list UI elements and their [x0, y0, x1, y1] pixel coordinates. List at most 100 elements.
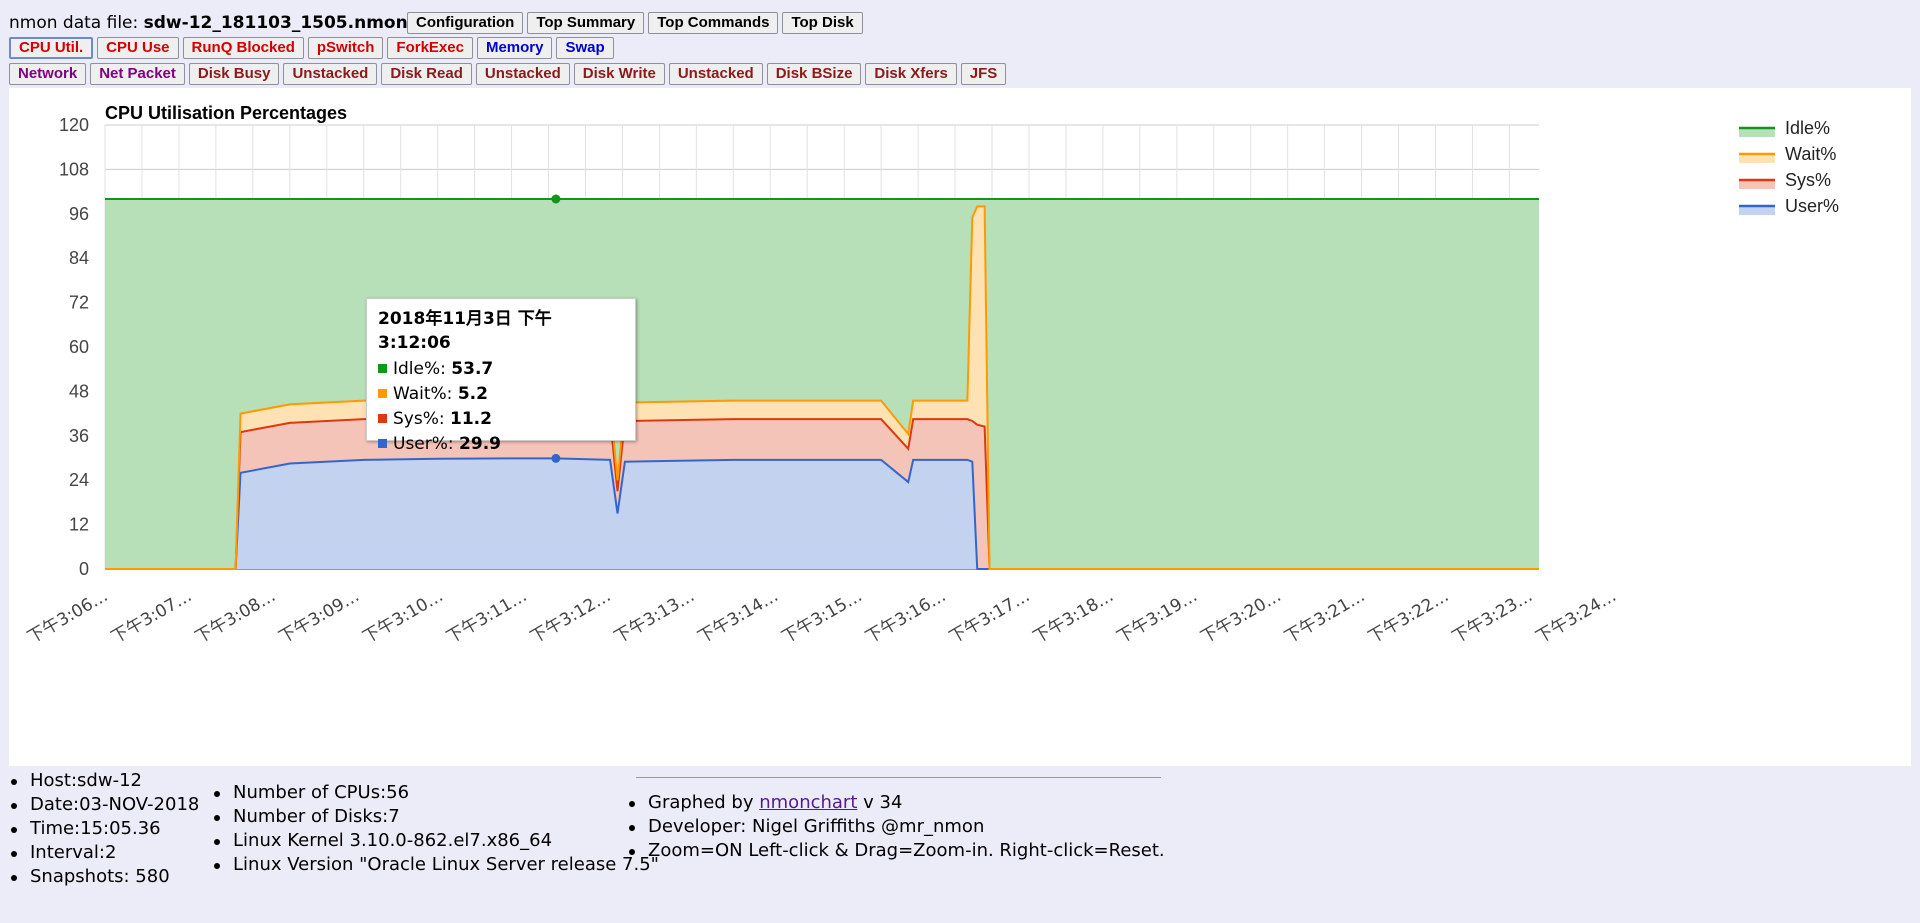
- info-item: Host:sdw-12: [9, 769, 199, 793]
- io-jfs-button[interactable]: JFS: [961, 63, 1007, 85]
- nmonchart-link[interactable]: nmonchart: [759, 792, 857, 813]
- x-tick-label: 下午3:12…: [527, 586, 614, 648]
- cpu-cpu-use-button[interactable]: CPU Use: [97, 37, 178, 59]
- config-top-disk-button[interactable]: Top Disk: [782, 12, 862, 34]
- y-tick-label: 12: [69, 515, 89, 535]
- tooltip-value: 11.2: [450, 409, 492, 429]
- cpu-swap-button[interactable]: Swap: [556, 37, 613, 59]
- x-tick-label: 下午3:09…: [276, 586, 363, 648]
- io-disk-xfers-button[interactable]: Disk Xfers: [865, 63, 956, 85]
- y-tick-label: 108: [59, 159, 89, 179]
- tooltip-row: Sys%: 11.2: [378, 407, 624, 432]
- cpu-forkexec-button[interactable]: ForkExec: [387, 37, 473, 59]
- io-network-button[interactable]: Network: [9, 63, 86, 85]
- button-row-io: Network Net Packet Disk Busy Unstacked Disk …: [9, 63, 1010, 87]
- y-axis: 0 12 24 36 48 60 72 84 96 108 120: [59, 115, 89, 579]
- config-top-commands-button[interactable]: Top Commands: [648, 12, 778, 34]
- chart-canvas[interactable]: CPU Utilisation Percentages 0 12 24 36 48 60 7…: [9, 88, 1911, 766]
- config-configuration-button[interactable]: Configuration: [407, 12, 523, 34]
- legend-swatch: [1739, 154, 1775, 163]
- chart-legend[interactable]: Idle% Wait% Sys% User%: [1739, 118, 1839, 216]
- cpu-chart[interactable]: CPU Utilisation Percentages 0 12 24 36 48 60 7…: [9, 88, 1911, 766]
- tooltip-label: User%:: [393, 434, 459, 454]
- file-name: sdw-12_181103_1505.nmon: [144, 13, 408, 33]
- credits-list: Graphed by nmonchart v 34 Developer: Nig…: [627, 791, 1165, 863]
- x-tick-label: 下午3:07…: [108, 586, 195, 648]
- tooltip-label: Wait%:: [393, 384, 458, 404]
- legend-item-idle[interactable]: Idle%: [1739, 118, 1830, 138]
- config-top-summary-button[interactable]: Top Summary: [527, 12, 644, 34]
- file-header: nmon data file: sdw-12_181103_1505.nmon: [9, 10, 408, 36]
- y-tick-label: 60: [69, 337, 89, 357]
- x-tick-label: 下午3:16…: [862, 586, 949, 648]
- legend-swatch: [1739, 128, 1775, 137]
- io-unstacked-button[interactable]: Unstacked: [283, 63, 377, 85]
- hover-point: [551, 195, 560, 204]
- tooltip-label: Sys%:: [393, 409, 450, 429]
- developer: Developer: Nigel Griffiths @mr_nmon: [627, 815, 1165, 839]
- x-tick-label: 下午3:20…: [1197, 586, 1284, 648]
- legend-label: Wait%: [1785, 144, 1836, 164]
- io-unstacked-button[interactable]: Unstacked: [476, 63, 570, 85]
- legend-label: Sys%: [1785, 170, 1831, 190]
- cpu-memory-button[interactable]: Memory: [477, 37, 553, 59]
- tooltip-row: Wait%: 5.2: [378, 382, 624, 407]
- io-disk-write-button[interactable]: Disk Write: [574, 63, 665, 85]
- info-item: Time:15:05.36: [9, 817, 199, 841]
- x-tick-label: 下午3:17…: [946, 586, 1033, 648]
- zoom-hint: Zoom=ON Left-click & Drag=Zoom-in. Right…: [627, 839, 1165, 863]
- info-item: Linux Kernel 3.10.0-862.el7.x86_64: [212, 829, 659, 853]
- x-tick-label: 下午3:22…: [1365, 586, 1452, 648]
- io-unstacked-button[interactable]: Unstacked: [669, 63, 763, 85]
- x-tick-label: 下午3:11…: [443, 586, 530, 648]
- file-label: nmon data file:: [9, 13, 144, 33]
- y-tick-label: 120: [59, 115, 89, 135]
- legend-label: Idle%: [1785, 118, 1830, 138]
- y-tick-label: 72: [69, 293, 89, 313]
- x-tick-label: 下午3:24…: [1533, 586, 1620, 648]
- system-info-list: Number of CPUs:56 Number of Disks:7 Linux …: [212, 781, 659, 877]
- io-disk-busy-button[interactable]: Disk Busy: [189, 63, 280, 85]
- x-tick-label: 下午3:19…: [1114, 586, 1201, 648]
- cpu-runq-blocked-button[interactable]: RunQ Blocked: [183, 37, 304, 59]
- y-tick-label: 0: [79, 559, 89, 579]
- legend-swatch: [1739, 206, 1775, 215]
- y-tick-label: 48: [69, 381, 89, 401]
- io-disk-bsize-button[interactable]: Disk BSize: [767, 63, 862, 85]
- info-item: Number of CPUs:56: [212, 781, 659, 805]
- legend-swatch: [1739, 180, 1775, 189]
- info-item: Date:03-NOV-2018: [9, 793, 199, 817]
- x-tick-label: 下午3:10…: [359, 586, 446, 648]
- host-info-list: Host:sdw-12 Date:03-NOV-2018 Time:15:05.36…: [9, 769, 199, 889]
- info-item: Interval:2: [9, 841, 199, 865]
- tooltip-swatch: [378, 414, 387, 423]
- button-row-config: Configuration Top Summary Top Commands Top …: [407, 12, 867, 36]
- tooltip-value: 53.7: [451, 359, 493, 379]
- x-tick-label: 下午3:08…: [192, 586, 279, 648]
- x-tick-label: 下午3:23…: [1449, 586, 1536, 648]
- tooltip-swatch: [378, 364, 387, 373]
- y-tick-label: 24: [69, 470, 89, 490]
- info-item: Number of Disks:7: [212, 805, 659, 829]
- tooltip-row: Idle%: 53.7: [378, 357, 624, 382]
- cpu-pswitch-button[interactable]: pSwitch: [308, 37, 384, 59]
- button-row-cpu: CPU Util. CPU Use RunQ Blocked pSwitch ForkE…: [9, 37, 618, 61]
- legend-item-wait[interactable]: Wait%: [1739, 144, 1836, 164]
- legend-label: User%: [1785, 196, 1839, 216]
- legend-item-user[interactable]: User%: [1739, 196, 1839, 216]
- info-item: Snapshots: 580: [9, 865, 199, 889]
- io-disk-read-button[interactable]: Disk Read: [381, 63, 472, 85]
- x-axis: 下午3:06…下午3:07…下午3:08…下午3:09…下午3:10…下午3:1…: [24, 586, 1620, 648]
- tooltip-label: Idle%:: [393, 359, 451, 379]
- tooltip-value: 5.2: [458, 384, 488, 404]
- cpu-cpu-util-button[interactable]: CPU Util.: [9, 37, 93, 59]
- info-item: Linux Version "Oracle Linux Server relea…: [212, 853, 659, 877]
- tooltip-row: User%: 29.9: [378, 432, 624, 457]
- y-tick-label: 36: [69, 426, 89, 446]
- legend-item-sys[interactable]: Sys%: [1739, 170, 1831, 190]
- tooltip-swatch: [378, 439, 387, 448]
- chart-title: CPU Utilisation Percentages: [105, 103, 347, 123]
- y-tick-label: 84: [69, 248, 89, 268]
- x-tick-label: 下午3:21…: [1281, 586, 1368, 648]
- io-net-packet-button[interactable]: Net Packet: [90, 63, 185, 85]
